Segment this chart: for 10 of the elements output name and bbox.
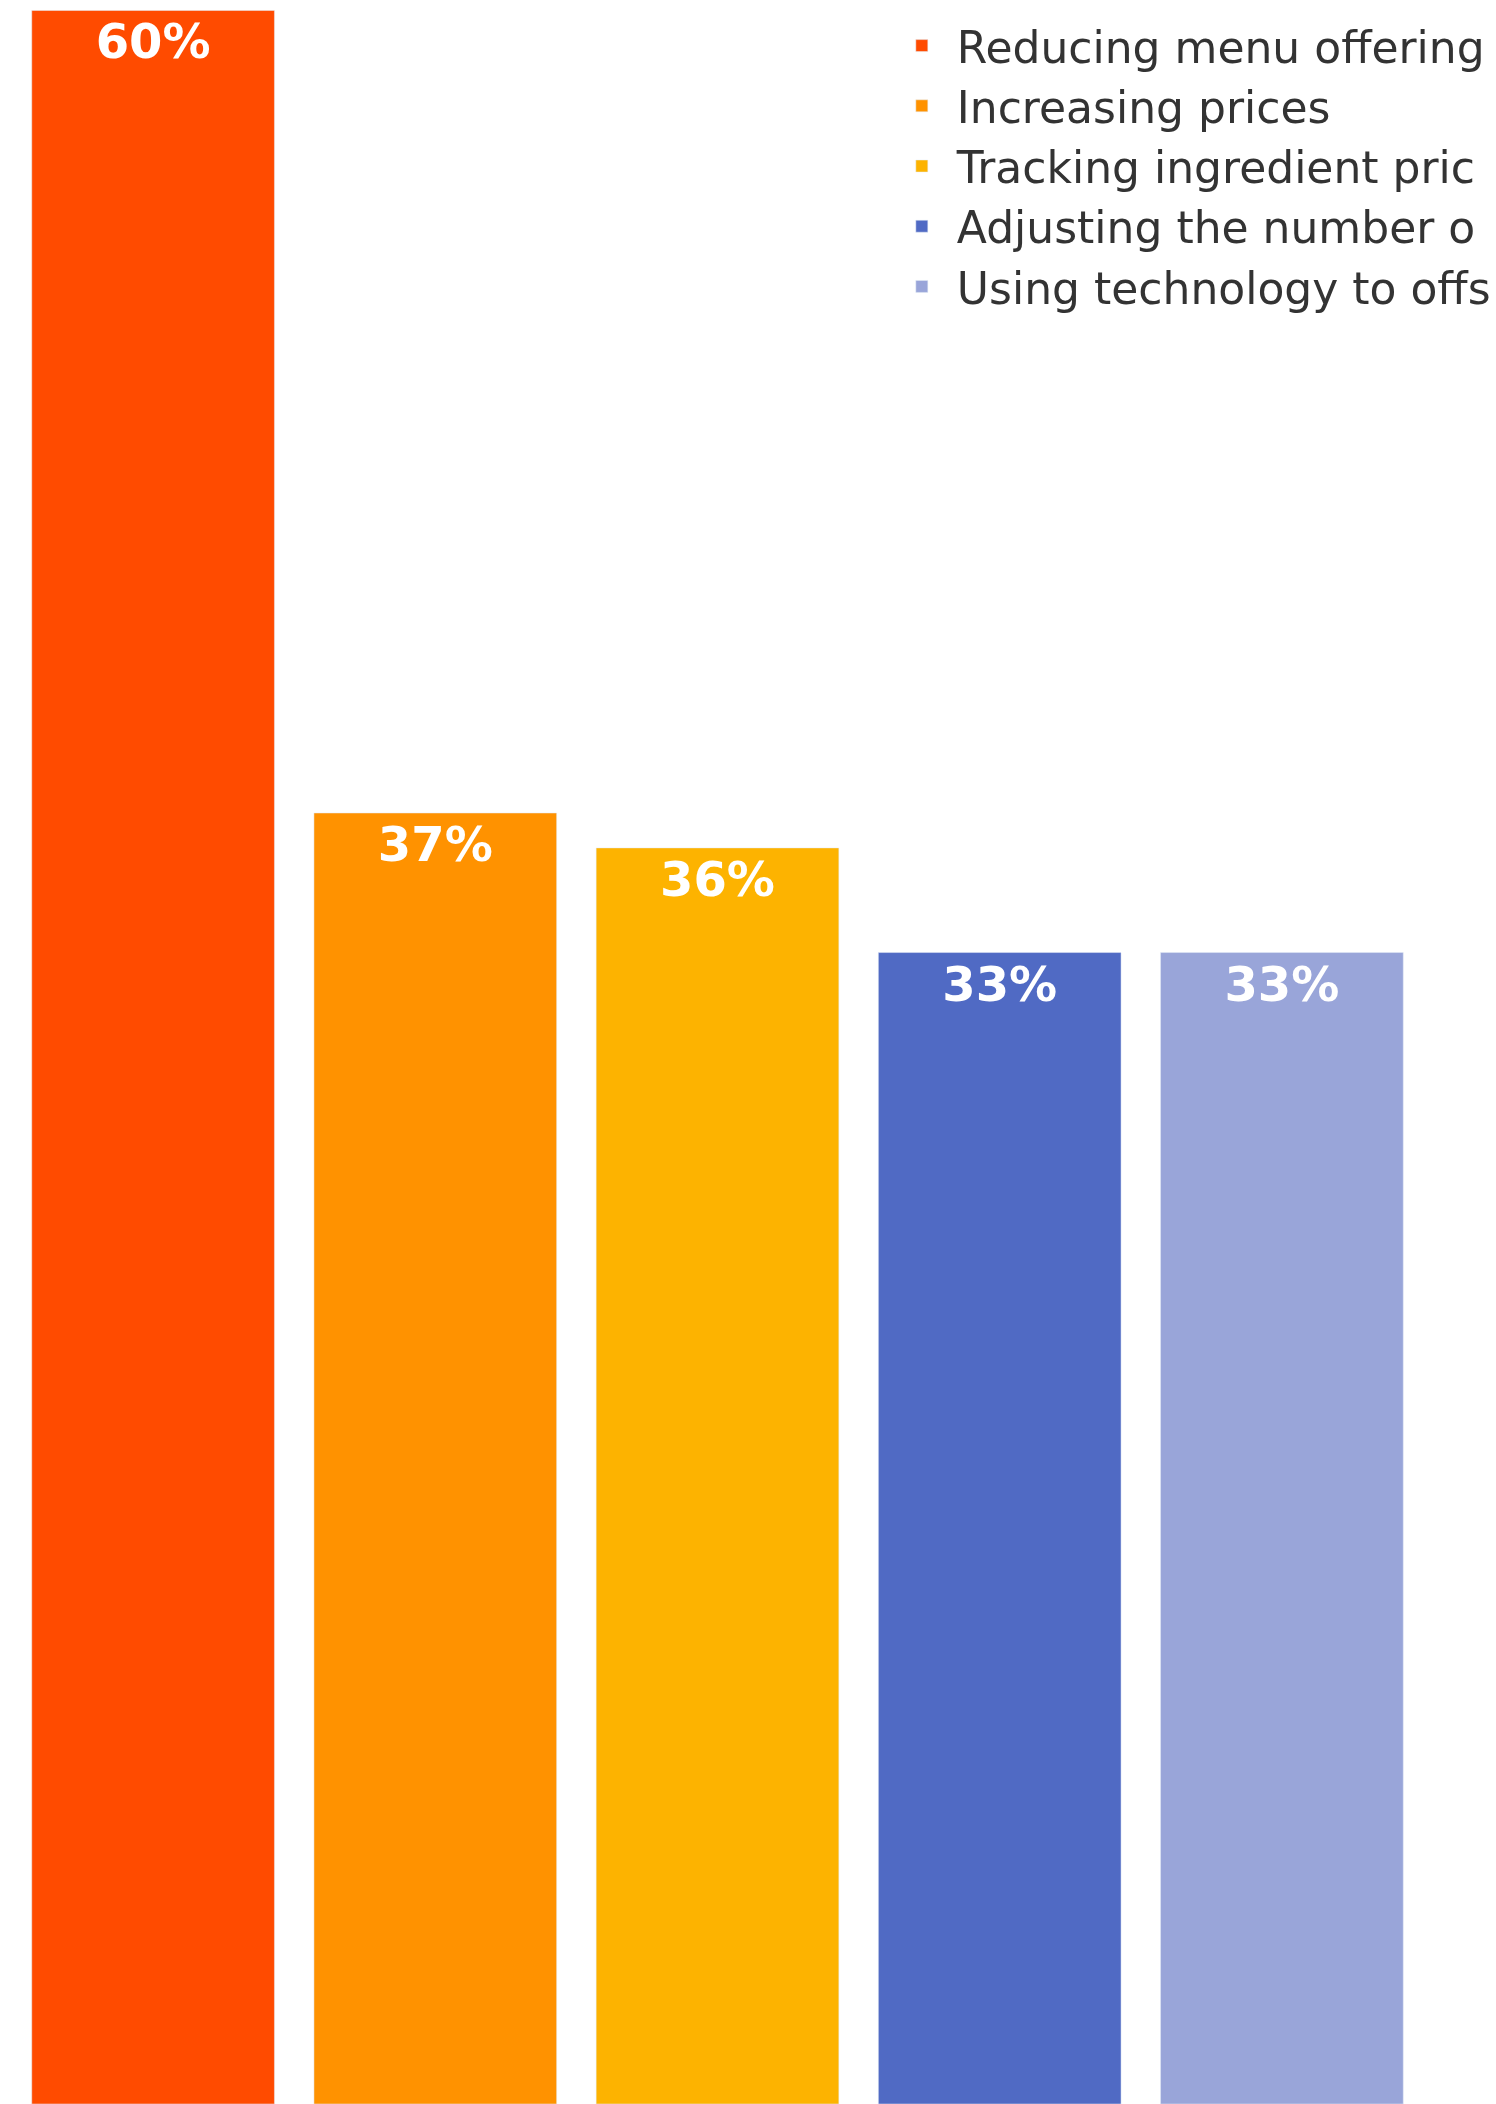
data-label: 60% [95, 13, 211, 70]
legend-label: Adjusting the number o [956, 202, 1476, 254]
data-label: 37% [377, 815, 493, 872]
legend-label: Reducing menu offering [956, 21, 1485, 73]
legend-label: Increasing prices [956, 81, 1331, 133]
data-label: 36% [660, 850, 775, 907]
data-label: 33% [1224, 955, 1340, 1012]
data-label: 33% [942, 955, 1058, 1012]
legend-label: Tracking ingredient pric [955, 142, 1476, 194]
legend-label: Using technology to offs [956, 262, 1491, 314]
